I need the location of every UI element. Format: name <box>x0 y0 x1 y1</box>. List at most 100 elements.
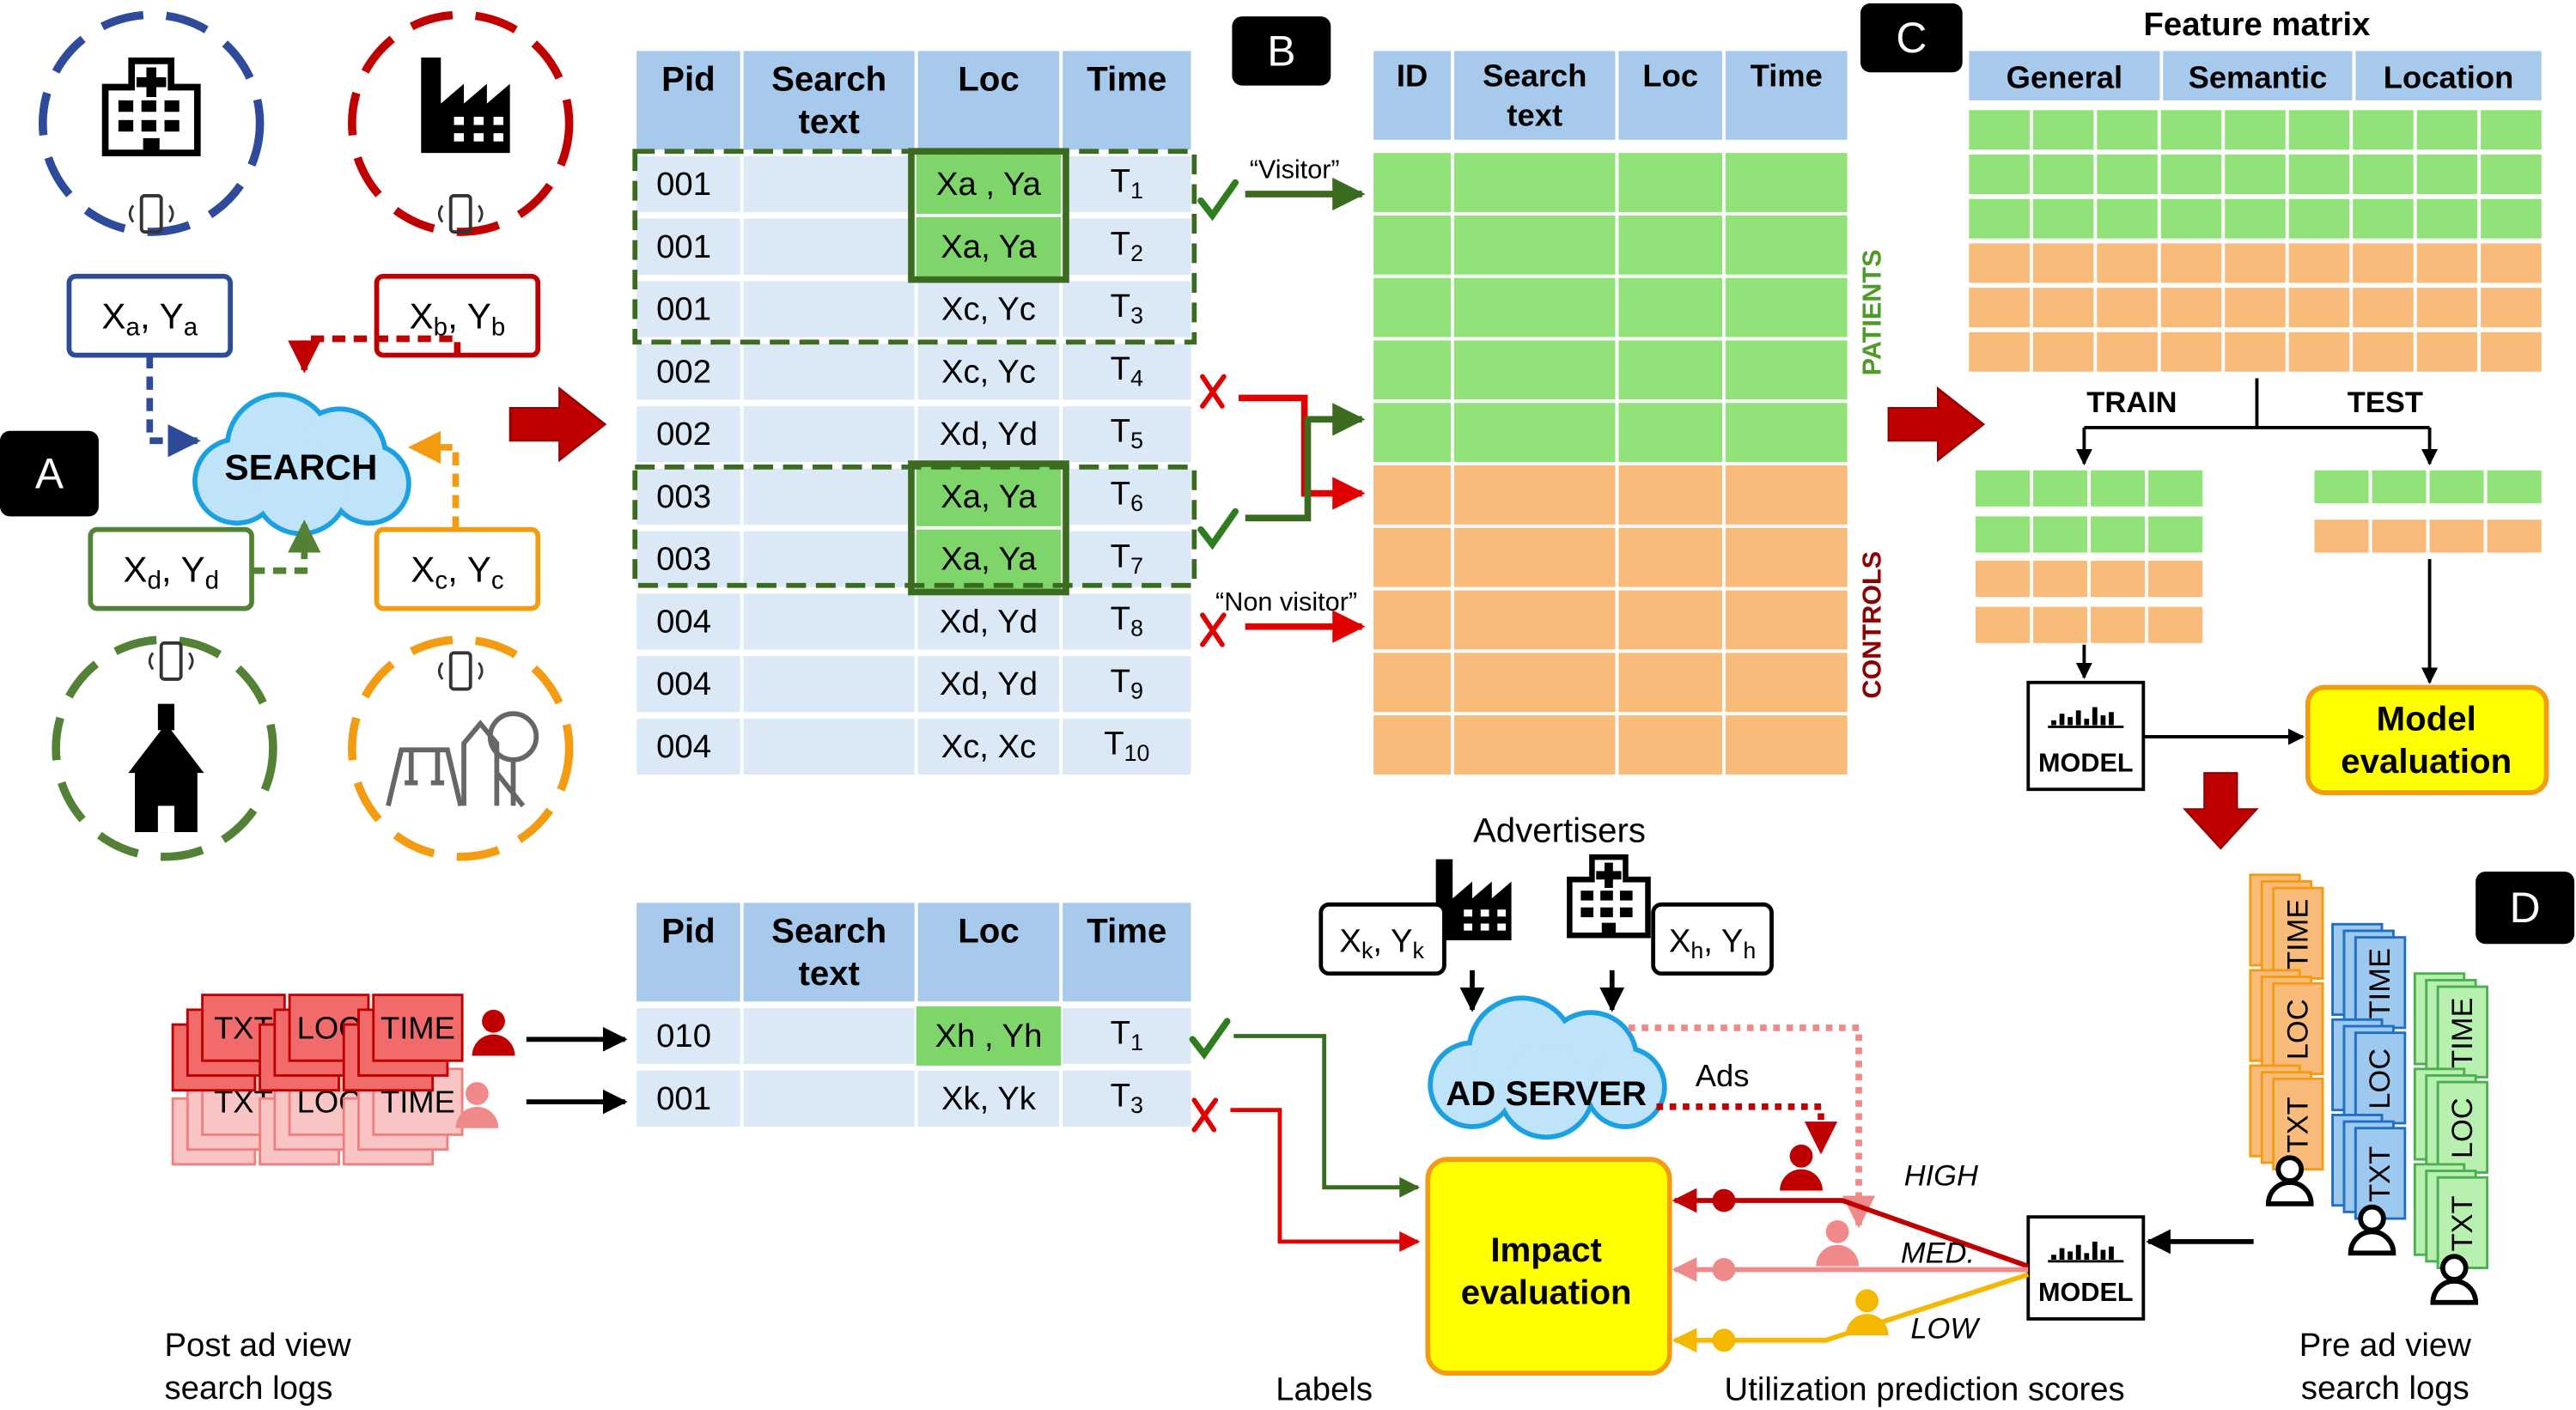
panel-tag <box>2476 871 2575 945</box>
feature-cell <box>2157 151 2226 198</box>
pid-cell: 004 <box>656 665 711 702</box>
phone-waves <box>437 204 484 223</box>
table-cell <box>1059 277 1195 341</box>
feature-cell <box>2285 284 2354 331</box>
patient-row-cell <box>1370 149 1454 216</box>
window <box>164 100 180 112</box>
caption: Post ad view <box>165 1327 351 1364</box>
feature-cell <box>2349 195 2417 242</box>
train-cell <box>2030 513 2092 556</box>
pid-cell: 002 <box>656 353 711 390</box>
label-part: , Y <box>448 295 491 336</box>
feature-cell <box>2157 195 2226 242</box>
patient-row-cell <box>1615 149 1726 216</box>
dashed-arrow <box>146 355 201 458</box>
table-header: Search <box>771 911 886 950</box>
label-part: , Y <box>1373 922 1412 959</box>
table-cell <box>740 465 918 528</box>
label-part: T <box>1104 725 1124 762</box>
label-part: 8 <box>1130 616 1143 641</box>
control-row-cell <box>1722 462 1851 528</box>
control-row-cell <box>1370 712 1454 778</box>
window <box>1580 907 1594 918</box>
model-box <box>2026 1215 2146 1321</box>
model-evaluation-box <box>2305 684 2549 795</box>
patient-row-cell <box>1451 337 1619 404</box>
table-cell <box>740 590 918 653</box>
label-part: , Y <box>140 295 184 336</box>
check-mark <box>1197 507 1239 550</box>
tree <box>487 711 539 763</box>
impact-evaluation-box <box>1425 1157 1672 1376</box>
label-part: c <box>491 566 504 594</box>
log-field-label: TIME <box>2446 998 2479 1068</box>
highlight-cell <box>916 155 1062 214</box>
train-cell <box>2087 466 2149 510</box>
log-entry-box <box>2354 1031 2407 1125</box>
test-cell <box>2483 516 2545 556</box>
window <box>454 116 465 125</box>
highlight-frame <box>908 148 1069 283</box>
coord-label: Xh, Yh <box>1669 922 1757 963</box>
caption: Labels <box>1276 1371 1373 1408</box>
time-cell: T1 <box>1111 1014 1143 1055</box>
patient-row-cell <box>1722 399 1851 465</box>
feature-cell <box>1965 195 2033 242</box>
non-visitor-arrow <box>1239 394 1366 510</box>
feature-cell <box>2221 329 2289 375</box>
model-bar-icon <box>2092 707 2098 726</box>
hospital-icon <box>101 58 201 156</box>
window <box>473 133 484 142</box>
patient-row-cell <box>1722 149 1851 216</box>
model-evaluation-label: Model <box>2377 699 2476 738</box>
control-row-cell <box>1615 524 1726 591</box>
label-part: T <box>1111 225 1130 262</box>
table-header-cell <box>1370 47 1454 143</box>
model-bar-icon <box>2075 1244 2081 1260</box>
feature-cell <box>2093 329 2161 375</box>
train-cell <box>2145 603 2207 647</box>
dashed-arrow <box>407 430 460 530</box>
label-part: T <box>1111 162 1130 199</box>
level-label: MED. <box>1901 1237 1975 1269</box>
coord-label: Xk, Yk <box>1339 922 1424 963</box>
train-cell <box>2087 603 2149 647</box>
coord-label: Xb, Yb <box>410 295 506 341</box>
person-head <box>465 1082 489 1105</box>
table-header: Loc <box>1642 58 1698 94</box>
label-part: 5 <box>1130 428 1143 453</box>
window <box>454 133 465 142</box>
table-header-cell <box>1722 47 1851 143</box>
visitor-group <box>632 149 1197 345</box>
hospital-cross <box>1596 862 1622 888</box>
cloud-lobe <box>256 441 346 532</box>
coord-label: Xa, Ya <box>101 295 198 341</box>
test-cell <box>2368 516 2430 556</box>
cross-mark <box>1200 612 1227 647</box>
pid-cell: 002 <box>656 416 711 453</box>
loc-cell: Xa, Ya <box>941 541 1037 578</box>
table-cell <box>633 715 744 778</box>
table-header: Time <box>1087 911 1166 950</box>
feature-cell <box>2285 329 2354 375</box>
hospital-cross <box>136 67 167 97</box>
log-field-label: LOC <box>2281 999 2314 1060</box>
table-cell <box>1059 215 1195 278</box>
label-part: , Y <box>1703 922 1743 959</box>
model-bar-icon <box>2067 1251 2073 1260</box>
pid-cell: 001 <box>656 228 711 265</box>
big-arrow <box>1887 386 1986 463</box>
table-cell <box>740 715 918 778</box>
check-mark <box>1189 1018 1231 1061</box>
phone-icon <box>159 641 183 681</box>
cloud-lobe <box>1588 1050 1662 1125</box>
table-header: Location <box>2384 60 2514 95</box>
log-field-label: TXT <box>2364 1146 2396 1202</box>
window <box>1619 907 1633 918</box>
feature-cell <box>2221 151 2289 198</box>
loc-cell: Xd, Yd <box>940 603 1038 640</box>
feature-cell <box>2221 195 2289 242</box>
table-cell <box>1059 715 1195 778</box>
label-part: X <box>410 295 434 336</box>
patient-row-cell <box>1451 149 1619 216</box>
